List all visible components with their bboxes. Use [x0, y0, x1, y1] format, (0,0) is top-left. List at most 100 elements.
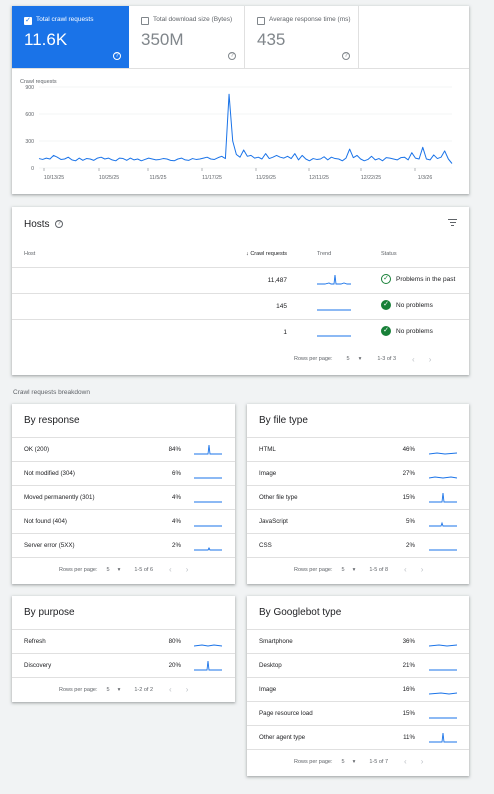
table-row[interactable]: Moved permanently (301) 4% — [12, 485, 235, 509]
row-requests: 145 — [276, 303, 287, 310]
prev-page-icon[interactable]: ‹ — [169, 685, 172, 694]
help-icon[interactable]: ? — [228, 52, 236, 60]
next-page-icon[interactable]: › — [420, 565, 424, 574]
row-percentage: 15% — [402, 494, 415, 501]
y-tick-label: 600 — [25, 112, 34, 118]
row-percentage: 16% — [402, 686, 415, 693]
next-page-icon[interactable]: › — [428, 354, 432, 364]
row-label: Refresh — [24, 638, 46, 645]
help-icon[interactable]: ? — [342, 52, 350, 60]
trend-sparkline — [429, 669, 457, 671]
row-percentage: 46% — [402, 446, 415, 453]
table-row[interactable]: Image 27% — [247, 461, 469, 485]
table-row[interactable]: Image 16% — [247, 677, 469, 701]
trend-sparkline — [429, 492, 457, 503]
table-row[interactable]: Other file type 15% — [247, 485, 469, 509]
x-tick-label: 10/13/25 — [44, 175, 64, 181]
trend-sparkline — [429, 549, 457, 551]
table-row[interactable]: Not modified (304) 6% — [12, 461, 235, 485]
dropdown-arrow-icon: ▾ — [358, 356, 362, 362]
table-row[interactable]: Page resource load 15% — [247, 701, 469, 725]
row-percentage: 36% — [402, 638, 415, 645]
rows-per-page-select[interactable]: 5 ▾ — [341, 758, 356, 765]
x-tick-label: 10/25/25 — [99, 175, 119, 181]
page-range: 1-5 of 6 — [134, 566, 154, 573]
trend-sparkline — [194, 525, 222, 527]
dropdown-arrow-icon: ▾ — [352, 758, 356, 765]
y-tick-label: 300 — [25, 139, 34, 145]
next-page-icon[interactable]: › — [185, 565, 189, 574]
row-percentage: 27% — [402, 470, 415, 477]
prev-page-icon[interactable]: ‹ — [412, 354, 415, 364]
table-row[interactable]: Desktop 21% — [247, 653, 469, 677]
prev-page-icon[interactable]: ‹ — [169, 565, 172, 574]
row-label: Smartphone — [259, 638, 293, 645]
next-page-icon[interactable]: › — [185, 685, 189, 694]
col-requests[interactable]: ↓ Crawl requests — [246, 251, 287, 257]
rows-per-page-select[interactable]: 5 ▾ — [341, 566, 356, 573]
checkbox-checked-icon[interactable]: ✓ — [24, 17, 32, 25]
metric-download-size[interactable]: Total download size (Bytes) 350M ? — [129, 6, 245, 68]
rows-per-page-select[interactable]: 5 ▾ — [106, 566, 121, 573]
rows-per-page-select[interactable]: 5 ▾ — [106, 686, 121, 693]
prev-page-icon[interactable]: ‹ — [404, 757, 407, 766]
checkbox-icon[interactable] — [141, 17, 149, 25]
prev-page-icon[interactable]: ‹ — [404, 565, 407, 574]
trend-sparkline — [429, 732, 457, 743]
dropdown-arrow-icon: ▾ — [117, 686, 121, 693]
x-tick-label: 11/5/25 — [150, 175, 167, 181]
crawl-stats-card: ✓ Total crawl requests 11.6K ? Total dow… — [12, 6, 469, 194]
divider — [12, 677, 235, 678]
table-row[interactable]: Smartphone 36% — [247, 629, 469, 653]
table-row[interactable]: 1 ✓ No problems — [12, 319, 469, 345]
filter-icon[interactable] — [448, 219, 457, 226]
table-row[interactable]: Server error (5XX) 2% — [12, 533, 235, 557]
row-label: JavaScript — [259, 518, 288, 525]
hosts-card: Hosts ? Host ↓ Crawl requests Trend Stat… — [12, 207, 469, 375]
row-label: HTML — [259, 446, 276, 453]
trend-sparkline — [429, 452, 458, 455]
rows-per-page-select[interactable]: 5 ▾ — [346, 356, 362, 362]
table-row[interactable]: JavaScript 5% — [247, 509, 469, 533]
help-icon[interactable]: ? — [55, 220, 63, 228]
trend-sparkline — [429, 476, 458, 479]
row-percentage: 2% — [172, 542, 181, 549]
pagination: Rows per page: 5 ▾ 1-5 of 8 ‹ › — [294, 565, 423, 574]
table-row[interactable]: Discovery 20% — [12, 653, 235, 677]
row-label: Not modified (304) — [24, 470, 75, 477]
hosts-title: Hosts — [24, 219, 50, 230]
row-label: Other agent type — [259, 734, 306, 741]
metric-total-requests[interactable]: ✓ Total crawl requests 11.6K ? — [12, 6, 129, 68]
trend-sparkline — [429, 521, 457, 527]
table-row[interactable]: Not found (404) 4% — [12, 509, 235, 533]
help-icon[interactable]: ? — [113, 52, 121, 60]
row-label: Moved permanently (301) — [24, 494, 95, 501]
table-row[interactable]: Other agent type 11% — [247, 725, 469, 749]
table-row[interactable]: CSS 2% — [247, 533, 469, 557]
metric-response-time[interactable]: Average response time (ms) 435 ? — [245, 6, 359, 68]
row-percentage: 20% — [168, 662, 181, 669]
next-page-icon[interactable]: › — [420, 757, 424, 766]
row-label: Server error (5XX) — [24, 542, 75, 549]
table-row[interactable]: 11,487 ✓ Problems in the past — [12, 267, 469, 293]
row-label: OK (200) — [24, 446, 50, 453]
page-range: 1-5 of 7 — [369, 758, 389, 765]
crawl-requests-chart: 900 600 300 0 10/13/25 10/25/25 11/5/25 11/17/2… — [25, 85, 453, 181]
metric-label: Total download size (Bytes) — [153, 16, 233, 23]
metric-label: Total crawl requests — [36, 16, 94, 23]
chart-y-label: Crawl requests — [20, 79, 57, 85]
trend-sparkline — [317, 335, 351, 337]
card-title: By Googlebot type — [259, 607, 342, 618]
card-title: By response — [24, 415, 80, 426]
table-row[interactable]: HTML 46% — [247, 437, 469, 461]
table-row[interactable]: OK (200) 84% — [12, 437, 235, 461]
table-row[interactable]: Refresh 80% — [12, 629, 235, 653]
row-percentage: 4% — [172, 494, 181, 501]
table-row[interactable]: 145 ✓ No problems — [12, 293, 469, 319]
card-title: By file type — [259, 415, 308, 426]
trend-sparkline — [194, 546, 222, 551]
divider — [247, 749, 469, 750]
row-percentage: 2% — [406, 542, 415, 549]
row-requests: 11,487 — [267, 277, 287, 284]
checkbox-icon[interactable] — [257, 17, 265, 25]
